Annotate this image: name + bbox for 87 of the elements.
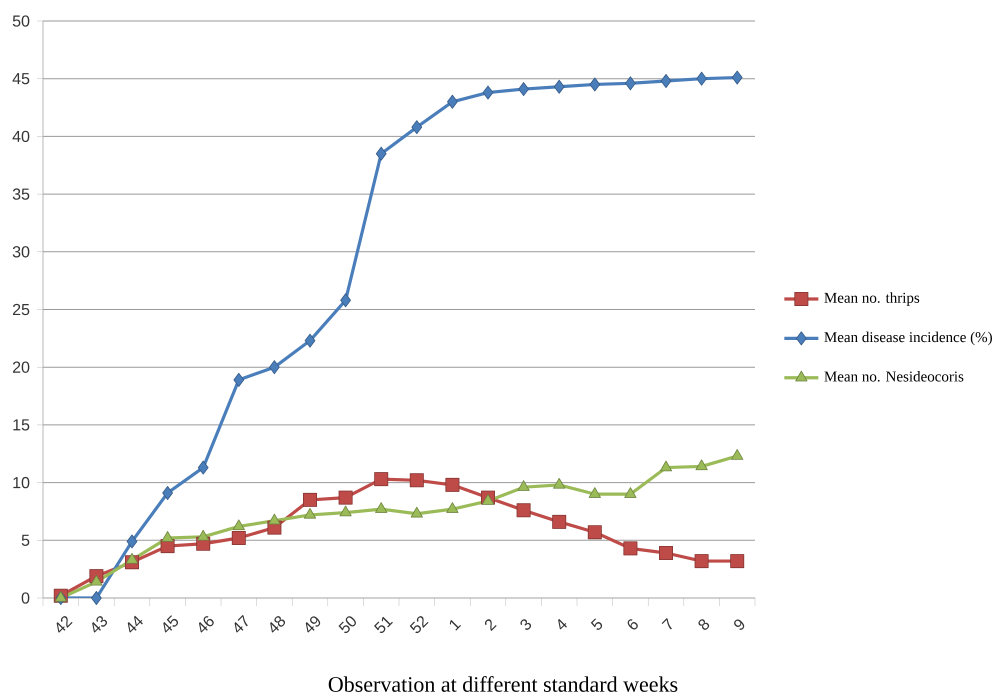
point (517, 480, 530, 491)
x-axis-title: Observation at different standard weeks (328, 676, 678, 692)
point (411, 120, 422, 134)
x-tick-label: 49 (306, 616, 320, 633)
point (552, 514, 566, 529)
point (232, 530, 246, 545)
y-tick-label: 45 (12, 73, 30, 84)
legend-label: Mean no. Nesideocoris (824, 371, 964, 382)
point (304, 508, 316, 519)
point (338, 490, 353, 505)
point (232, 519, 245, 530)
point (162, 486, 173, 500)
point (91, 591, 102, 605)
point (518, 82, 529, 96)
y-tick-label: 10 (13, 476, 30, 488)
y-tick-label: 15 (13, 419, 30, 430)
x-tick-label: 44 (128, 616, 143, 633)
x-tick-label: 42 (56, 616, 73, 633)
point (482, 494, 494, 505)
x-tick-label: 2 (484, 619, 497, 632)
point (410, 473, 424, 488)
x-tick-label: 9 (734, 619, 744, 630)
point (446, 502, 459, 513)
point (126, 534, 138, 548)
point (695, 459, 708, 470)
x-tick-label: 52 (410, 616, 429, 634)
point (197, 530, 210, 541)
point (482, 86, 494, 100)
point (553, 478, 566, 489)
point (554, 80, 565, 94)
x-tick-label: 47 (234, 614, 248, 633)
y-tick-label: 20 (12, 362, 30, 373)
point (730, 554, 744, 568)
x-tick-label: 45 (163, 615, 178, 633)
point (339, 506, 352, 516)
point (375, 502, 388, 513)
y-tick-label: 50 (12, 15, 30, 27)
point (303, 492, 317, 507)
point (694, 554, 709, 568)
point (126, 552, 138, 564)
x-tick-label: 51 (374, 616, 393, 634)
point (696, 72, 707, 86)
x-tick-label: 4 (558, 618, 567, 630)
point (374, 472, 388, 486)
point (410, 506, 423, 518)
x-tick-label: 46 (198, 616, 214, 633)
point (161, 530, 174, 542)
legend-label: Mean no. thrips (824, 292, 920, 306)
x-tick-label: 50 (338, 616, 356, 634)
point (660, 74, 672, 88)
point (732, 70, 743, 85)
point (659, 546, 673, 560)
point (198, 460, 209, 475)
point (623, 541, 638, 556)
y-tick-label: 5 (22, 534, 30, 546)
point (447, 94, 458, 109)
point (90, 574, 103, 586)
point (268, 514, 281, 524)
point (269, 360, 280, 374)
point (445, 478, 460, 492)
point (340, 293, 351, 308)
point (625, 76, 636, 90)
point (516, 503, 531, 518)
x-tick-label: 6 (628, 619, 638, 630)
y-tick-label: 0 (22, 592, 30, 604)
point (589, 77, 600, 92)
x-tick-label: 7 (662, 618, 672, 630)
point (731, 449, 744, 460)
x-tick-label: 43 (92, 616, 108, 633)
point (660, 460, 672, 472)
y-tick-label: 40 (12, 130, 30, 142)
x-tick-label: 1 (450, 620, 462, 631)
point (304, 334, 316, 348)
legend-label: Mean disease incidence (%) (824, 332, 992, 346)
x-tick-label: 3 (520, 619, 532, 630)
y-tick-label: 30 (12, 246, 30, 258)
x-tick-label: 8 (698, 619, 710, 630)
y-tick-label: 35 (12, 188, 30, 200)
point (233, 372, 244, 387)
point (376, 146, 387, 161)
point (54, 591, 67, 602)
x-tick-label: 5 (590, 618, 602, 630)
point (588, 525, 602, 540)
x-tick-label: 48 (270, 616, 286, 633)
point (624, 487, 637, 498)
point (588, 487, 601, 498)
y-tick-label: 25 (12, 304, 30, 316)
